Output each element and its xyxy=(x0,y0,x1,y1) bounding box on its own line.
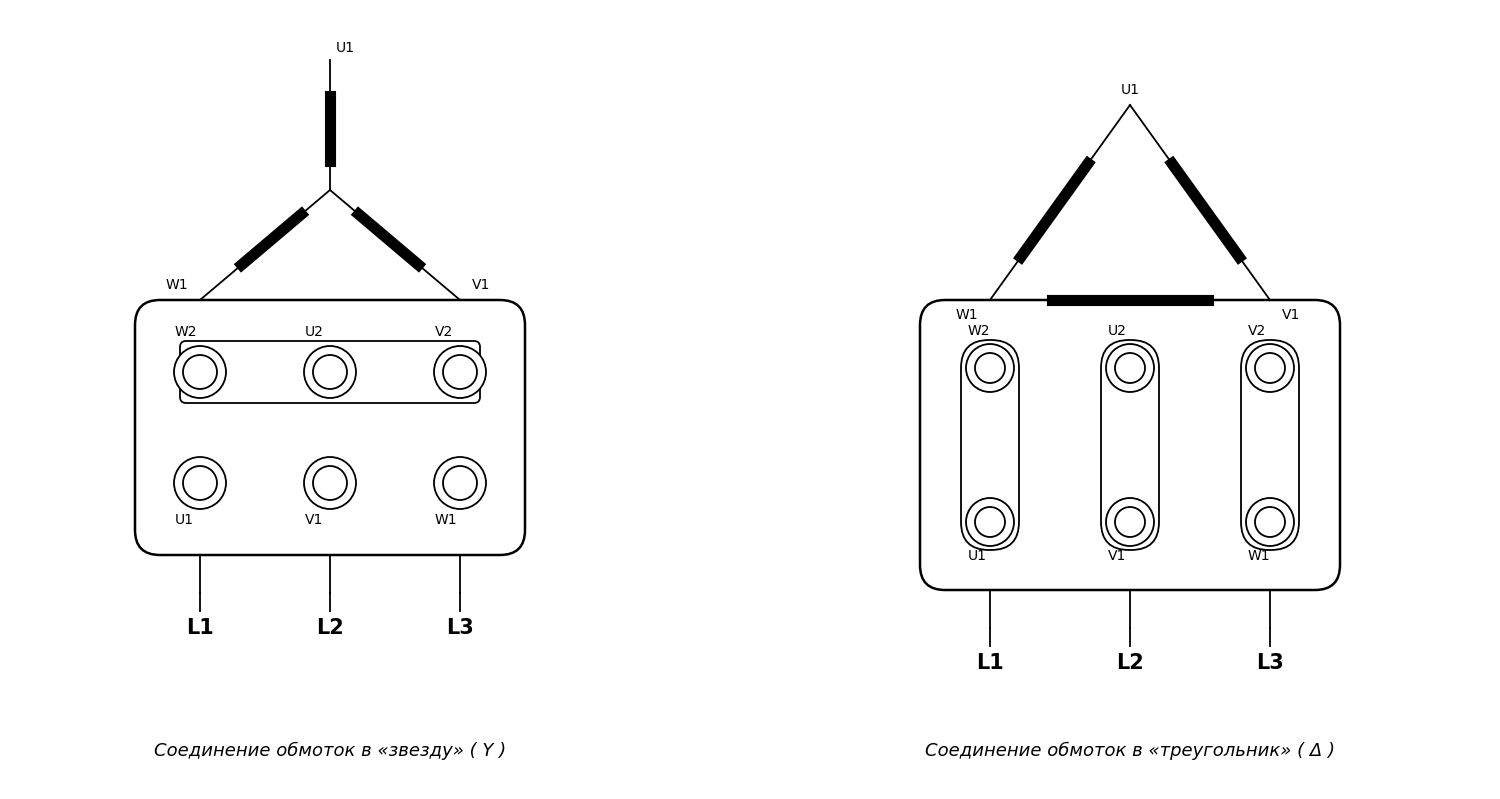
FancyBboxPatch shape xyxy=(962,340,1018,550)
FancyBboxPatch shape xyxy=(135,300,525,555)
Ellipse shape xyxy=(1114,353,1144,383)
Ellipse shape xyxy=(1256,507,1286,537)
Ellipse shape xyxy=(1114,507,1144,537)
Ellipse shape xyxy=(304,457,355,509)
Ellipse shape xyxy=(314,466,346,500)
Ellipse shape xyxy=(442,355,477,389)
Ellipse shape xyxy=(304,346,355,398)
Ellipse shape xyxy=(975,353,1005,383)
Ellipse shape xyxy=(1246,498,1294,546)
Text: W2: W2 xyxy=(968,324,990,338)
Text: L3: L3 xyxy=(446,618,474,638)
Text: U1: U1 xyxy=(1120,83,1140,97)
Text: L2: L2 xyxy=(1116,653,1144,673)
Text: V1: V1 xyxy=(472,278,490,292)
Text: V2: V2 xyxy=(435,325,453,339)
Text: U1: U1 xyxy=(176,513,194,527)
Text: V2: V2 xyxy=(1248,324,1266,338)
Text: W2: W2 xyxy=(176,325,198,339)
Text: Соединение обмоток в «треугольник» ( Δ ): Соединение обмоток в «треугольник» ( Δ ) xyxy=(926,741,1335,760)
Text: L1: L1 xyxy=(976,653,1004,673)
Ellipse shape xyxy=(314,355,346,389)
FancyBboxPatch shape xyxy=(180,341,480,403)
FancyBboxPatch shape xyxy=(1240,340,1299,550)
Ellipse shape xyxy=(966,344,1014,392)
Ellipse shape xyxy=(433,457,486,509)
Text: W1: W1 xyxy=(165,278,188,292)
Text: L1: L1 xyxy=(186,618,214,638)
Text: W1: W1 xyxy=(1248,549,1270,563)
Text: W1: W1 xyxy=(956,308,978,322)
Text: U1: U1 xyxy=(968,549,987,563)
Text: Соединение обмоток в «звезду» ( Y ): Соединение обмоток в «звезду» ( Y ) xyxy=(154,741,506,760)
Text: L3: L3 xyxy=(1256,653,1284,673)
Ellipse shape xyxy=(174,457,226,509)
Text: U2: U2 xyxy=(304,325,324,339)
Ellipse shape xyxy=(1256,353,1286,383)
Ellipse shape xyxy=(183,466,218,500)
Ellipse shape xyxy=(433,346,486,398)
Text: V1: V1 xyxy=(304,513,324,527)
Text: L2: L2 xyxy=(316,618,344,638)
Text: V1: V1 xyxy=(1282,308,1300,322)
Ellipse shape xyxy=(183,355,218,389)
FancyBboxPatch shape xyxy=(920,300,1340,590)
Ellipse shape xyxy=(975,507,1005,537)
Ellipse shape xyxy=(1106,498,1154,546)
FancyBboxPatch shape xyxy=(1101,340,1160,550)
Ellipse shape xyxy=(1246,344,1294,392)
Text: W1: W1 xyxy=(435,513,457,527)
Ellipse shape xyxy=(1106,344,1154,392)
Ellipse shape xyxy=(442,466,477,500)
Text: U1: U1 xyxy=(336,41,356,55)
Ellipse shape xyxy=(174,346,226,398)
Text: U2: U2 xyxy=(1108,324,1126,338)
Text: V1: V1 xyxy=(1108,549,1126,563)
Ellipse shape xyxy=(966,498,1014,546)
